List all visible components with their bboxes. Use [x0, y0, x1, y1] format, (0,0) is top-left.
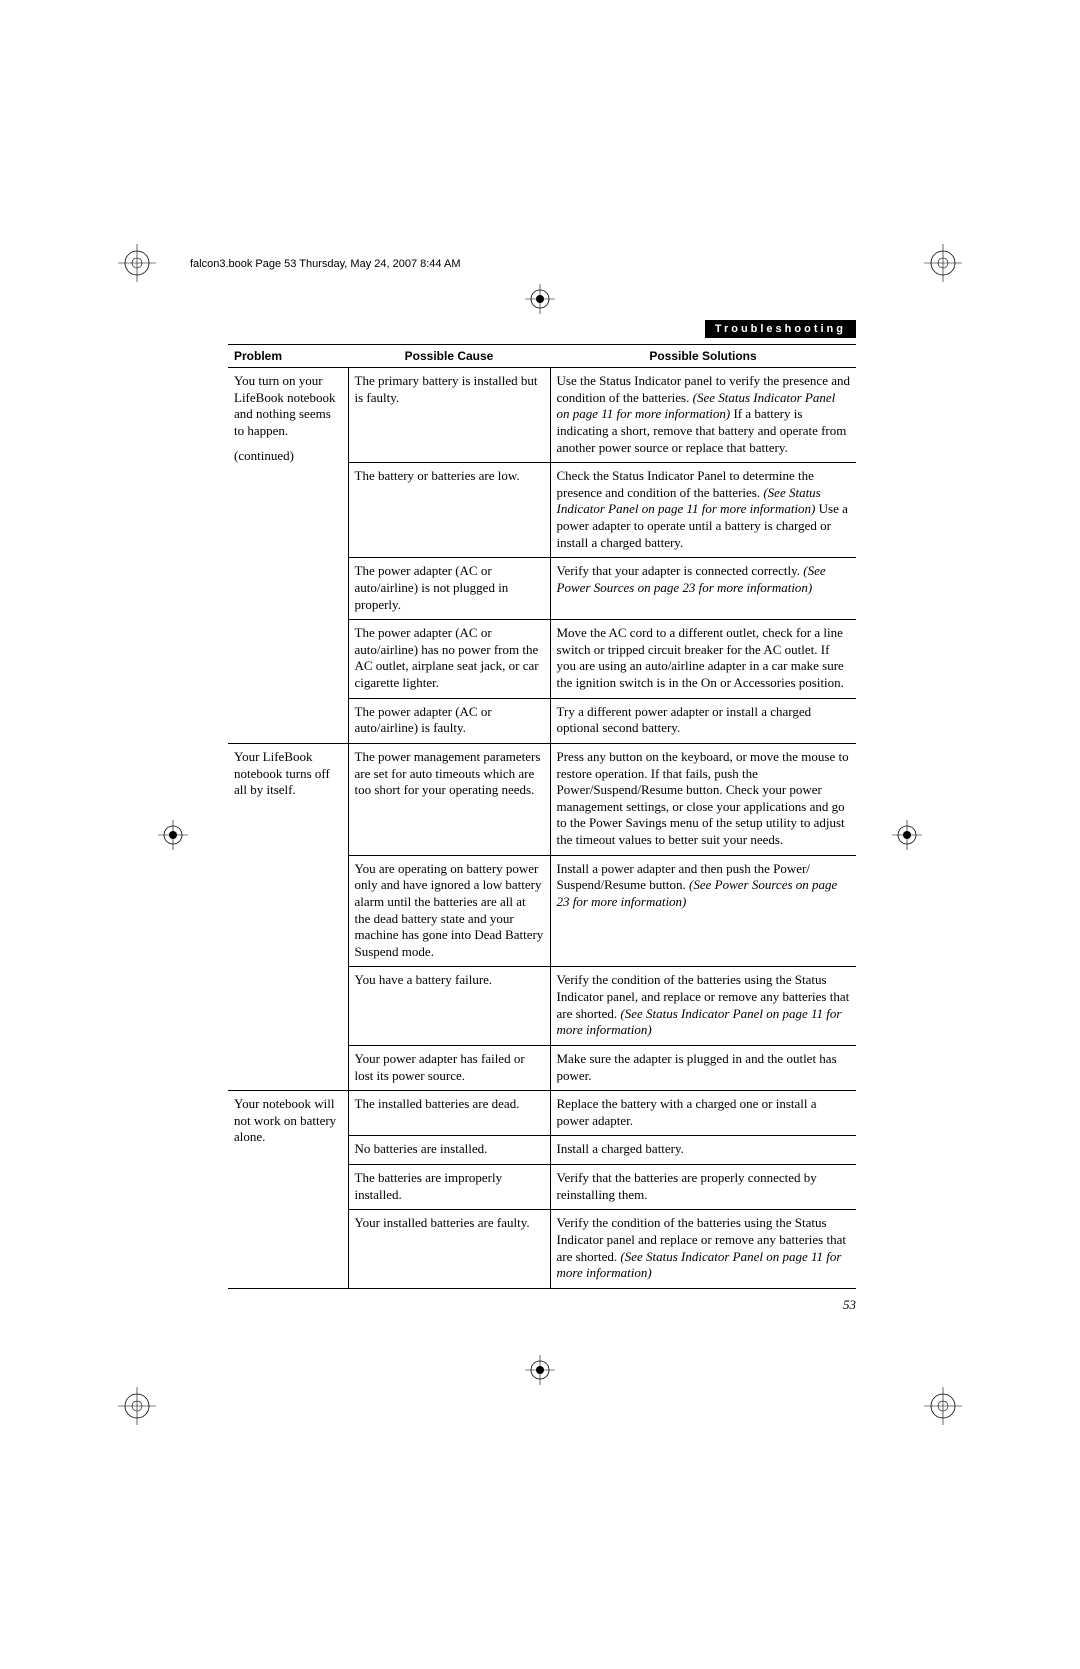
crop-mark-icon [924, 1387, 962, 1425]
solution-text: Replace the battery with a charged one o… [557, 1096, 817, 1128]
solution-cell: Use the Status Indicator panel to verify… [550, 368, 856, 463]
solution-cell: Verify the condition of the batteries us… [550, 967, 856, 1046]
col-problem: Problem [228, 345, 348, 368]
registration-mark-icon [158, 820, 188, 850]
solution-text: Make sure the adapter is plugged in and … [557, 1051, 837, 1083]
cause-cell: The power adapter (AC or auto/airline) h… [348, 620, 550, 699]
solution-cell: Move the AC cord to a different outlet, … [550, 620, 856, 699]
cause-cell: Your power adapter has failed or lost it… [348, 1045, 550, 1090]
solution-cell: Check the Status Indicator Panel to dete… [550, 463, 856, 558]
page-number: 53 [843, 1297, 856, 1313]
table-row: Your LifeBook notebook turns off all by … [228, 743, 856, 855]
cause-cell: Your installed batteries are faulty. [348, 1210, 550, 1289]
crop-mark-icon [924, 244, 962, 282]
problem-cell: Your LifeBook notebook turns off all by … [228, 743, 348, 1090]
problem-cell: Your notebook will not work on battery a… [228, 1091, 348, 1289]
solution-cell: Install a charged battery. [550, 1136, 856, 1165]
col-solution: Possible Solutions [550, 345, 856, 368]
cause-cell: The power management parameters are set … [348, 743, 550, 855]
troubleshooting-table: Problem Possible Cause Possible Solution… [228, 344, 856, 1289]
solution-cell: Install a power adapter and then push th… [550, 855, 856, 967]
page-content: Troubleshooting Problem Possible Cause P… [228, 320, 856, 1289]
solution-cell: Verify that your adapter is connected co… [550, 558, 856, 620]
solution-text: Try a different power adapter or install… [557, 704, 812, 736]
registration-mark-icon [525, 284, 555, 314]
cause-cell: The power adapter (AC or auto/airline) i… [348, 698, 550, 743]
problem-cell: You turn on your LifeBook notebook and n… [228, 368, 348, 744]
solution-cell: Verify that the batteries are properly c… [550, 1165, 856, 1210]
solution-text: Verify that your adapter is connected co… [557, 563, 804, 578]
solution-cell: Try a different power adapter or install… [550, 698, 856, 743]
solution-text: Install a charged battery. [557, 1141, 684, 1156]
cause-cell: The installed batteries are dead. [348, 1091, 550, 1136]
cause-cell: The batteries are improperly installed. [348, 1165, 550, 1210]
cause-cell: You are operating on battery power only … [348, 855, 550, 967]
document-header: falcon3.book Page 53 Thursday, May 24, 2… [190, 258, 461, 270]
solution-cell: Replace the battery with a charged one o… [550, 1091, 856, 1136]
cause-cell: You have a battery failure. [348, 967, 550, 1046]
registration-mark-icon [892, 820, 922, 850]
solution-cell: Make sure the adapter is plugged in and … [550, 1045, 856, 1090]
cause-cell: The primary battery is installed but is … [348, 368, 550, 463]
cause-cell: No batteries are installed. [348, 1136, 550, 1165]
cause-cell: The power adapter (AC or auto/airline) i… [348, 558, 550, 620]
solution-text: Move the AC cord to a different outlet, … [557, 625, 844, 690]
section-title: Troubleshooting [705, 320, 856, 338]
solution-cell: Verify the condition of the batteries us… [550, 1210, 856, 1289]
cause-cell: The battery or batteries are low. [348, 463, 550, 558]
solution-text: Verify that the batteries are properly c… [557, 1170, 817, 1202]
solution-cell: Press any button on the keyboard, or mov… [550, 743, 856, 855]
solution-text: Press any button on the keyboard, or mov… [557, 749, 849, 847]
problem-text: Your LifeBook notebook turns off all by … [234, 749, 330, 797]
table-row: Your notebook will not work on battery a… [228, 1091, 856, 1136]
registration-mark-icon [525, 1355, 555, 1385]
col-cause: Possible Cause [348, 345, 550, 368]
problem-text: You turn on your LifeBook notebook and n… [234, 373, 335, 438]
crop-mark-icon [118, 244, 156, 282]
table-row: You turn on your LifeBook notebook and n… [228, 368, 856, 463]
crop-mark-icon [118, 1387, 156, 1425]
problem-text: Your notebook will not work on battery a… [234, 1096, 336, 1144]
table-header-row: Problem Possible Cause Possible Solution… [228, 345, 856, 368]
problem-continued: (continued) [234, 448, 342, 465]
